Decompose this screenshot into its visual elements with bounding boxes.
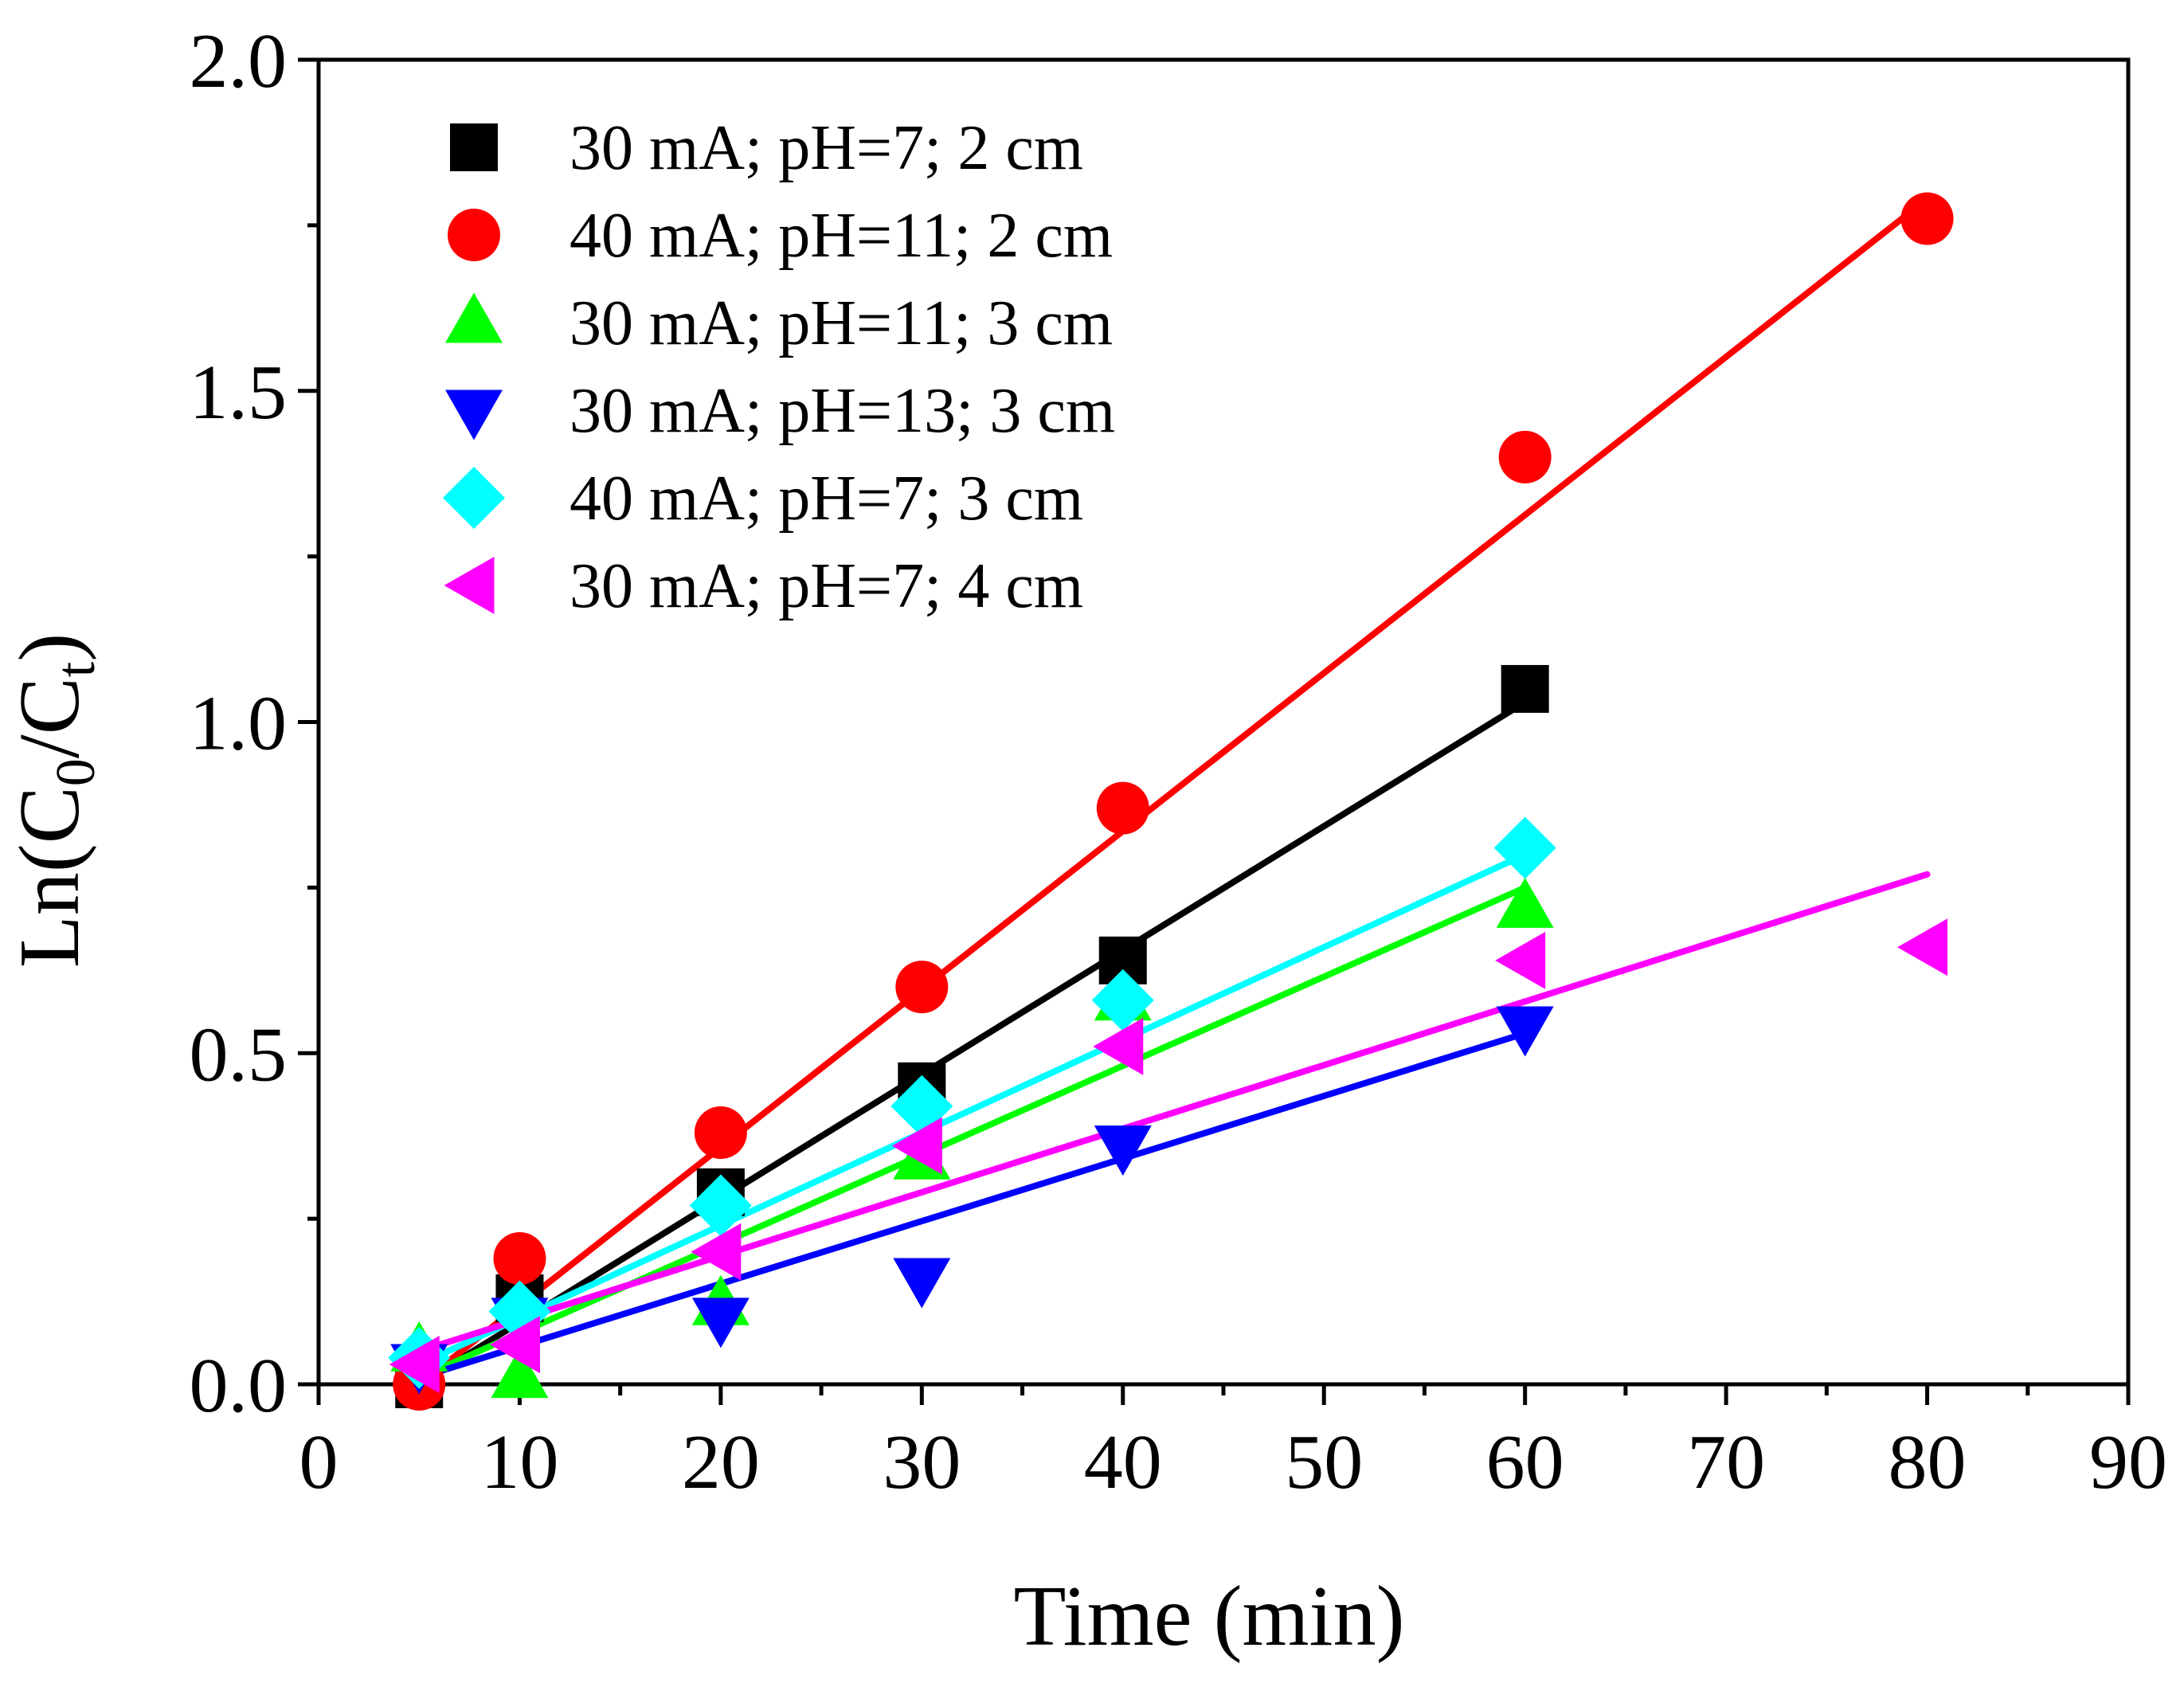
- y-axis-title-subt: t: [45, 661, 107, 677]
- y-axis-title: Ln(C0/Ct): [2, 633, 107, 968]
- legend-label: 30 mA; pH=7; 4 cm: [569, 551, 1083, 621]
- y-tick-label: 0.0: [190, 1343, 288, 1429]
- legend-marker: [448, 209, 500, 261]
- data-point-series-2: [493, 1232, 546, 1286]
- x-axis-title: Time (min): [1013, 1569, 1404, 1664]
- axes: 0 10 20 30 40 50 60 70 80 90 0.0 0.5 1.0 1.5 2.0: [190, 18, 2168, 1505]
- legend-marker: [443, 467, 505, 529]
- fit-line-series-6: [416, 871, 1931, 1355]
- fit-lines: [416, 195, 1931, 1387]
- x-tick-label: 80: [1888, 1419, 1967, 1505]
- legend-marker: [445, 292, 503, 343]
- data-point-series-3: [491, 1348, 549, 1399]
- x-tick-label: 70: [1687, 1419, 1765, 1505]
- legend-marker: [450, 123, 498, 171]
- x-tick-label: 30: [883, 1419, 961, 1505]
- legend-label: 30 mA; pH=11; 3 cm: [569, 288, 1113, 358]
- data-point-series-4: [1496, 1006, 1554, 1057]
- x-tick-label: 90: [2089, 1419, 2167, 1505]
- x-tick-label: 10: [480, 1419, 558, 1505]
- legend-marker: [445, 389, 503, 440]
- y-axis-title-prefix: Ln(C: [2, 786, 97, 968]
- data-point-series-2: [694, 1106, 747, 1160]
- y-tick-label: 0.5: [190, 1012, 288, 1098]
- y-axis-title-sub0: 0: [45, 758, 107, 786]
- data-point-series-6: [891, 1117, 942, 1175]
- data-point-series-5: [689, 1174, 752, 1237]
- legend-marker: [444, 557, 495, 614]
- x-tick-label: 20: [682, 1419, 760, 1505]
- y-axis-title-suffix: ): [2, 633, 97, 662]
- data-point-series-6: [1897, 918, 1948, 977]
- data-point-series-6: [1495, 931, 1546, 989]
- data-point-series-6: [1093, 1017, 1144, 1075]
- legend: 30 mA; pH=7; 2 cm 40 mA; pH=11; 2 cm 30 mA…: [443, 113, 1115, 621]
- data-point-series-6: [691, 1223, 742, 1281]
- data-point-series-6: [389, 1336, 440, 1394]
- data-point-series-4: [1094, 1125, 1152, 1176]
- x-tick-label: 0: [299, 1419, 339, 1505]
- data-point-series-4: [691, 1297, 750, 1348]
- data-point-series-5: [1493, 816, 1556, 879]
- data-points: [388, 192, 1954, 1411]
- x-tick-label: 60: [1486, 1419, 1564, 1505]
- data-point-series-3: [1496, 877, 1554, 928]
- data-point-series-4: [893, 1258, 951, 1309]
- x-tick-label: 50: [1285, 1419, 1363, 1505]
- y-tick-label: 2.0: [190, 18, 288, 104]
- y-axis-title-mid: /C: [2, 677, 97, 758]
- data-point-series-2: [1900, 192, 1954, 245]
- fit-line-series-1: [416, 699, 1528, 1387]
- data-point-series-5: [1091, 969, 1154, 1031]
- data-point-series-2: [1498, 430, 1552, 483]
- fit-line-series-2: [416, 195, 1931, 1387]
- data-point-series-2: [1096, 781, 1149, 835]
- legend-label: 40 mA; pH=11; 2 cm: [569, 201, 1113, 271]
- legend-label: 40 mA; pH=7; 3 cm: [569, 464, 1083, 534]
- y-tick-label: 1.5: [190, 350, 288, 436]
- legend-label: 30 mA; pH=7; 2 cm: [569, 113, 1083, 183]
- legend-label: 30 mA; pH=13; 3 cm: [569, 376, 1115, 446]
- data-point-series-1: [1501, 664, 1549, 713]
- fit-line-series-4: [416, 1030, 1528, 1381]
- y-axis-title-group: Ln(C0/Ct): [2, 633, 107, 968]
- x-tick-label: 40: [1084, 1419, 1162, 1505]
- y-tick-label: 1.0: [190, 681, 288, 767]
- data-point-series-6: [489, 1316, 540, 1374]
- data-point-series-2: [895, 961, 949, 1014]
- fit-line-series-5: [416, 851, 1528, 1368]
